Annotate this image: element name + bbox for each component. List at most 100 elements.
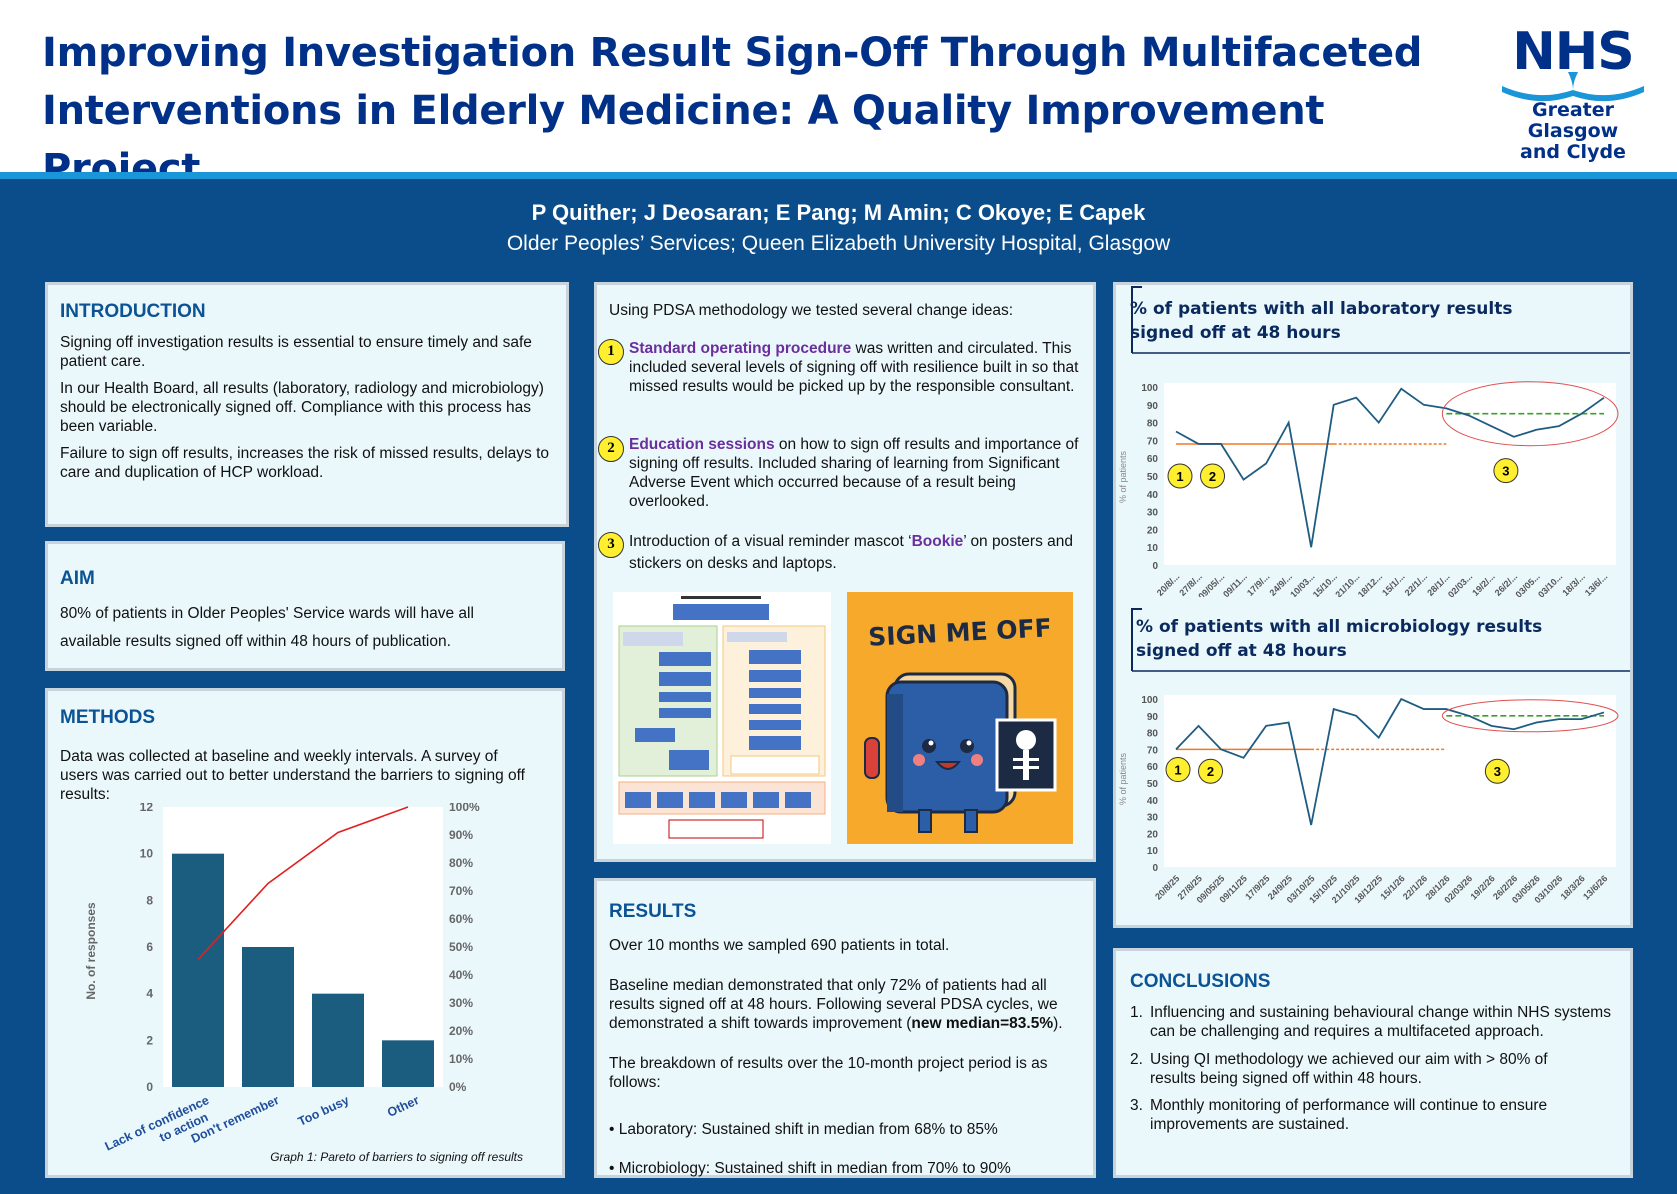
run-chart-ytick: 80 [1147, 419, 1159, 430]
pareto-xtick: Too busy [296, 1093, 351, 1129]
conclusion-2: 2. Using QI methodology we achieved our a… [1130, 1050, 1560, 1088]
pdsa-annotation-label: 2 [1209, 469, 1216, 484]
pareto-cumulative-line [197, 806, 409, 961]
run-chart-ytick: 50 [1147, 472, 1159, 483]
run-chart-ytick: 80 [1147, 729, 1159, 740]
run-chart-series-line [1175, 697, 1605, 826]
pdsa-badge-3: 3 [598, 532, 624, 558]
run-chart-xtick: 13/6/... [1583, 571, 1610, 597]
run-chart-ytick: 10 [1147, 543, 1159, 554]
lab-chart-title: % of patients with all laboratory result… [1130, 299, 1513, 343]
results-text: Over 10 months we sampled 690 patients i… [609, 936, 1093, 1186]
run-chart-xtick: 18/12... [1356, 571, 1384, 597]
authors: P Quither; J Deosaran; E Pang; M Amin; C… [531, 200, 1146, 225]
nhs-swoosh-icon [1502, 72, 1644, 102]
pdsa-item-3: Introduction of a visual reminder mascot… [629, 531, 1089, 575]
pdsa-annotation-label: 1 [1174, 763, 1181, 778]
introduction-p1: Signing off investigation results is ess… [60, 334, 532, 370]
run-chart-ytick: 0 [1152, 561, 1158, 572]
pareto-bar [172, 853, 224, 1087]
conclusion-1-num: 1. [1130, 1004, 1143, 1021]
run-chart-xtick: 02/03... [1446, 571, 1474, 597]
nhs-logo: NHS Greater Glasgow and Clyde [1488, 24, 1658, 163]
lab-ylabel: % of patients [1118, 450, 1128, 503]
methods-text: Data was collected at baseline and weekl… [60, 748, 525, 803]
pdsa-annotation-badge [1200, 463, 1226, 489]
pdsa-item-1-text: was written and circulated. This include… [629, 340, 1079, 395]
pareto-ytick: 10 [140, 847, 154, 861]
pdsa-annotation-label: 2 [1207, 764, 1214, 779]
micro-run-chart: 010203040506070809010020/8/2527/8/2509/0… [1118, 695, 1619, 905]
pdsa-badge-2: 2 [598, 436, 624, 462]
conclusions-title: CONCLUSIONS [1130, 971, 1271, 992]
run-chart-xtick: 20/8/... [1155, 571, 1182, 597]
run-chart-series-line [1175, 387, 1605, 548]
pdsa-item-1-highlight: Standard operating procedure [629, 340, 852, 357]
run-chart-ytick: 100 [1141, 383, 1158, 394]
run-chart-xtick: 13/6/26 [1581, 873, 1609, 901]
pareto-y2tick: 40% [449, 968, 473, 982]
pareto-y2tick: 30% [449, 996, 473, 1010]
pdsa-item-3-post: ’ on posters and stickers on desks and l… [629, 533, 1073, 572]
results-p2-start: Baseline median demonstrated that only 7… [609, 977, 1058, 1032]
run-chart-plot-area [1164, 383, 1616, 565]
run-chart-xtick: 22/1/... [1403, 571, 1430, 597]
run-chart-ytick: 30 [1147, 508, 1159, 519]
pdsa-annotation-badge [1198, 758, 1224, 784]
pareto-y2tick: 50% [449, 940, 473, 954]
micro-chart-title: % of patients with all microbiology resu… [1136, 617, 1543, 661]
run-chart-xtick: 15/1/... [1380, 571, 1407, 597]
pdsa-item-1: Standard operating procedure was written… [629, 339, 1089, 396]
run-chart-ytick: 60 [1147, 454, 1159, 465]
shift-highlight-ellipse [1441, 381, 1619, 447]
pareto-caption: Graph 1: Pareto of barriers to signing o… [270, 1150, 523, 1164]
pdsa-annotation-label: 3 [1502, 464, 1509, 479]
run-chart-ytick: 70 [1147, 436, 1159, 447]
run-chart-ytick: 0 [1152, 863, 1158, 874]
pareto-bar [382, 1040, 434, 1087]
results-bullet-lab: • Laboratory: Sustained shift in median … [609, 1121, 998, 1138]
lab-chart-title-bracket [1131, 286, 1630, 354]
pdsa-badge-1: 1 [598, 339, 624, 365]
pareto-ylabel: No. of responses [84, 902, 98, 1000]
results-title: RESULTS [609, 901, 697, 922]
pdsa-annotation-label: 1 [1176, 469, 1183, 484]
run-chart-ytick: 30 [1147, 813, 1159, 824]
introduction-p2: In our Health Board, all results (labora… [60, 380, 544, 435]
conclusion-1: 1. Influencing and sustaining behavioural… [1130, 1003, 1625, 1041]
results-bullet-micro: • Microbiology: Sustained shift in media… [609, 1160, 1011, 1177]
results-panel: RESULTS Over 10 months we sampled 690 pa… [594, 878, 1096, 1178]
micro-ylabel: % of patients [1118, 752, 1128, 805]
conclusion-2-num: 2. [1130, 1051, 1143, 1068]
results-p3: The breakdown of results over the 10-mon… [609, 1055, 1048, 1091]
pareto-y2tick: 100% [449, 803, 480, 814]
run-chart-xtick: 18/3/... [1560, 571, 1587, 597]
results-p1: Over 10 months we sampled 690 patients i… [609, 937, 950, 954]
run-chart-ytick: 10 [1147, 846, 1159, 857]
bookie-mascot-icon [864, 672, 1057, 833]
conclusion-2-text: Using QI methodology we achieved our aim… [1150, 1051, 1548, 1087]
pareto-ytick: 0 [146, 1080, 153, 1094]
poster-title: Improving Investigation Result Sign-Off … [42, 30, 1423, 192]
nhs-org-line1: Greater Glasgow [1527, 99, 1619, 142]
methods-panel: METHODS Data was collected at baseline a… [45, 688, 565, 1178]
run-chart-ytick: 50 [1147, 779, 1159, 790]
run-chart-ytick: 40 [1147, 490, 1159, 501]
conclusion-3: 3. Monthly monitoring of performance will… [1130, 1096, 1625, 1134]
pdsa-annotation-badge [1165, 757, 1191, 783]
conclusion-1-text: Influencing and sustaining behavioural c… [1150, 1004, 1611, 1040]
pareto-y2tick: 20% [449, 1024, 473, 1038]
run-charts-panel: % of patients with all laboratory result… [1113, 282, 1633, 928]
header-stripe [0, 172, 1677, 179]
run-chart-plot-area [1164, 695, 1616, 867]
pdsa-annotation-badge [1484, 758, 1510, 784]
run-chart-xtick: 17/9/... [1245, 571, 1272, 597]
poster-header: Improving Investigation Result Sign-Off … [0, 0, 1677, 192]
affiliation: Older Peoples’ Services; Queen Elizabeth… [506, 232, 1171, 255]
run-chart-xtick: 19/2/... [1470, 571, 1497, 597]
pareto-xtick: Other [385, 1093, 421, 1120]
introduction-panel: INTRODUCTION Signing off investigation r… [45, 282, 569, 527]
pareto-ytick: 6 [146, 940, 153, 954]
run-chart-ytick: 90 [1147, 401, 1159, 412]
pdsa-item-3-pre: Introduction of a visual reminder mascot… [629, 533, 912, 550]
